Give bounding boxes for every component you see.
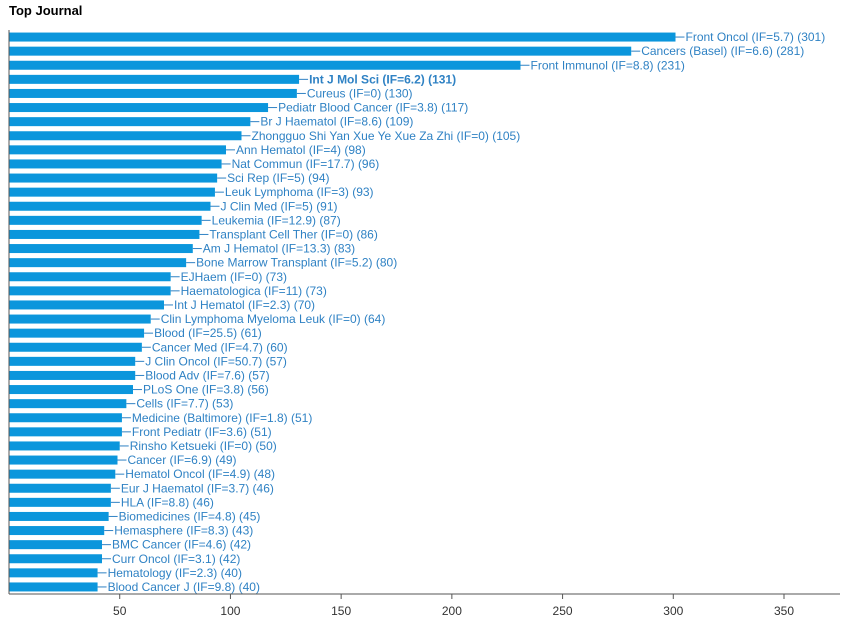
bar-label: Leukemia (IF=12.9) (87) [212, 213, 341, 227]
bar-label: EJHaem (IF=0) (73) [181, 270, 287, 284]
bar [9, 60, 521, 70]
bar-label: Cancer Med (IF=4.7) (60) [152, 340, 288, 354]
bar [9, 258, 187, 268]
bar [9, 32, 676, 42]
bar-label: Leuk Lymphoma (IF=3) (93) [225, 185, 374, 199]
bar-label: Front Pediatr (IF=3.6) (51) [132, 425, 272, 439]
bar [9, 131, 242, 141]
bar-label: Am J Hematol (IF=13.3) (83) [203, 242, 355, 256]
bar [9, 159, 222, 169]
bar [9, 511, 109, 521]
x-tick-label: 200 [442, 604, 462, 618]
bar-label: Blood (IF=25.5) (61) [154, 326, 262, 340]
bar [9, 342, 142, 352]
bar-label: Medicine (Baltimore) (IF=1.8) (51) [132, 411, 312, 425]
bar-label: BMC Cancer (IF=4.6) (42) [112, 538, 251, 552]
bar [9, 540, 103, 550]
bar [9, 215, 202, 225]
bar [9, 568, 98, 578]
bar [9, 399, 127, 409]
bar-label: Front Immunol (IF=8.8) (231) [531, 58, 685, 72]
x-tick-label: 250 [553, 604, 573, 618]
bar-label: PLoS One (IF=3.8) (56) [143, 383, 269, 397]
bar [9, 46, 632, 56]
bar-label: Int J Hematol (IF=2.3) (70) [174, 298, 315, 312]
bar [9, 286, 171, 296]
bar [9, 455, 118, 465]
bar [9, 582, 98, 592]
bar [9, 103, 269, 113]
bar [9, 88, 297, 98]
bar-label: Cureus (IF=0) (130) [307, 86, 413, 100]
x-ticks-group: 50 100 150 200 250 300 350 [113, 594, 794, 618]
x-tick-label: 350 [774, 604, 794, 618]
bar-label: Biomedicines (IF=4.8) (45) [119, 509, 261, 523]
bar [9, 201, 211, 211]
bar [9, 300, 165, 310]
bar [9, 187, 215, 197]
bar [9, 427, 122, 437]
x-tick-label: 100 [220, 604, 240, 618]
bar-label: Hematol Oncol (IF=4.9) (48) [125, 467, 275, 481]
bar [9, 554, 103, 564]
bar-label: Blood Adv (IF=7.6) (57) [145, 368, 269, 382]
bar-label: J Clin Oncol (IF=50.7) (57) [145, 354, 287, 368]
bar-label: Eur J Haematol (IF=3.7) (46) [121, 481, 274, 495]
bar-label: Curr Oncol (IF=3.1) (42) [112, 552, 240, 566]
bar [9, 117, 251, 127]
bar-label: Hematology (IF=2.3) (40) [108, 566, 242, 580]
bar-label: Rinsho Ketsueki (IF=0) (50) [130, 439, 277, 453]
bar-label: Front Oncol (IF=5.7) (301) [686, 30, 826, 44]
bar [9, 497, 111, 507]
bar [9, 328, 145, 338]
bar [9, 244, 193, 254]
bar [9, 145, 227, 155]
bar-label: J Clin Med (IF=5) (91) [221, 199, 338, 213]
bar [9, 483, 111, 493]
bar-label: Ann Hematol (IF=4) (98) [236, 143, 366, 157]
bar [9, 229, 200, 239]
bar [9, 526, 105, 536]
bar [9, 74, 300, 84]
bar-label: Cancers (Basel) (IF=6.6) (281) [641, 44, 804, 58]
bar-label: HLA (IF=8.8) (46) [121, 495, 214, 509]
bar-label: Int J Mol Sci (IF=6.2) (131) [309, 72, 456, 86]
bar [9, 314, 151, 324]
bar [9, 272, 171, 282]
bar-label: Pediatr Blood Cancer (IF=3.8) (117) [278, 101, 468, 115]
bar-labels-group: Front Oncol (IF=5.7) (301)Cancers (Basel… [97, 30, 826, 594]
bar [9, 469, 116, 479]
bar [9, 173, 218, 183]
bar-label: Blood Cancer J (IF=9.8) (40) [108, 580, 260, 594]
bar-label: Transplant Cell Ther (IF=0) (86) [209, 227, 377, 241]
bar-label: Br J Haematol (IF=8.6) (109) [260, 115, 413, 129]
bar-label: Nat Commun (IF=17.7) (96) [232, 157, 380, 171]
bars-group [9, 32, 676, 592]
bar [9, 370, 136, 380]
bar-label: Bone Marrow Transplant (IF=5.2) (80) [196, 256, 397, 270]
bar [9, 441, 120, 451]
bar-label: Zhongguo Shi Yan Xue Ye Xue Za Zhi (IF=0… [252, 129, 521, 143]
x-tick-label: 300 [663, 604, 683, 618]
bar [9, 356, 136, 366]
bar-label: Sci Rep (IF=5) (94) [227, 171, 329, 185]
bar-label: Haematologica (IF=11) (73) [181, 284, 327, 298]
x-tick-label: 150 [331, 604, 351, 618]
x-tick-label: 50 [113, 604, 127, 618]
bar [9, 385, 134, 395]
bar-label: Hemasphere (IF=8.3) (43) [114, 524, 253, 538]
bar [9, 413, 122, 423]
bar-label: Cells (IF=7.7) (53) [136, 397, 233, 411]
chart-title: Top Journal [9, 3, 83, 18]
bar-label: Cancer (IF=6.9) (49) [128, 453, 237, 467]
bar-label: Clin Lymphoma Myeloma Leuk (IF=0) (64) [161, 312, 386, 326]
